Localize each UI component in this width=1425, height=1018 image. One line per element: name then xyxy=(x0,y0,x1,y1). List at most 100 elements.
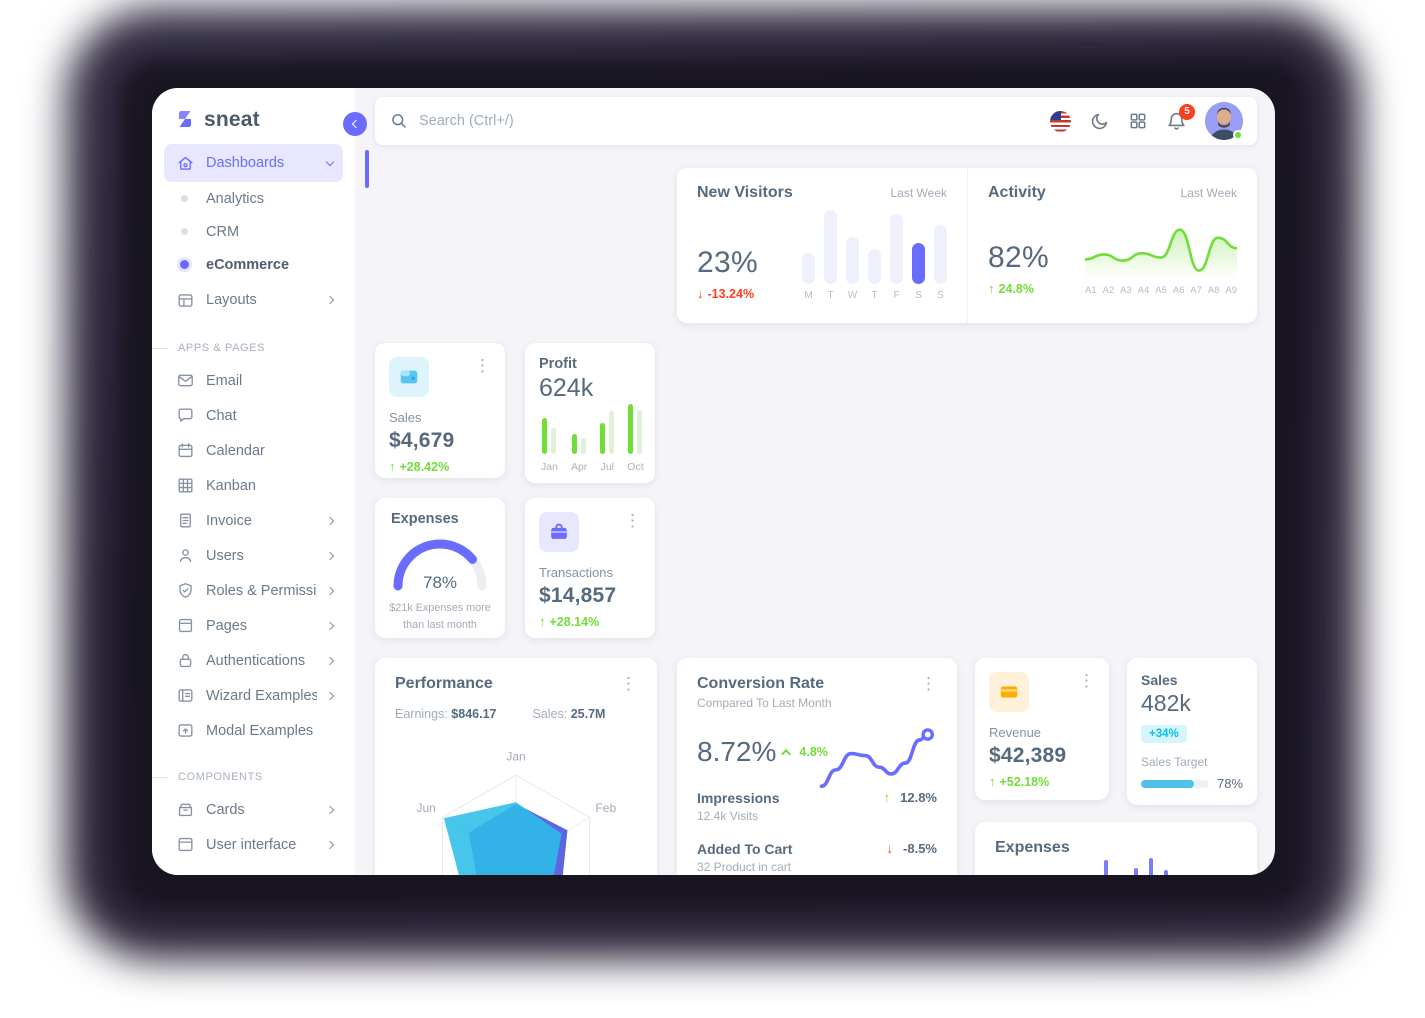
sidebar-item-users[interactable]: Users xyxy=(164,538,343,573)
layout-icon xyxy=(174,291,196,310)
more-options-icon[interactable]: ⋮ xyxy=(920,674,937,693)
notifications-bell-icon[interactable]: 5 xyxy=(1166,103,1195,132)
added-to-cart-row: Added To Cart 32 Product in cart ↓ -8.5% xyxy=(697,841,937,874)
main-content: 5 xyxy=(355,88,1275,875)
performance-card: Performance ⋮ Earnings: $846.17 Sales: 2… xyxy=(375,658,657,875)
sidebar-item-wizard-examples[interactable]: Wizard Examples xyxy=(164,678,343,713)
sidebar-item-label: Email xyxy=(206,372,243,389)
browser-window-icon xyxy=(174,835,196,854)
sales-delta: ↑ +28.42% xyxy=(389,459,450,474)
bar-group: Apr xyxy=(571,434,587,473)
period-label: Last Week xyxy=(1180,186,1237,200)
sidebar-item-authentications[interactable]: Authentications xyxy=(164,643,343,678)
sidebar-item-layouts[interactable]: Layouts xyxy=(164,281,343,319)
brand[interactable]: sneat xyxy=(152,88,355,142)
sidebar-item-email[interactable]: Email xyxy=(164,363,343,398)
revenue-delta: ↑ +52.18% xyxy=(989,774,1050,789)
row-sub: 12.4k Visits xyxy=(697,809,759,823)
kanban-grid-icon xyxy=(174,476,196,495)
sidebar-item-modal-examples[interactable]: Modal Examples xyxy=(164,713,343,748)
sidebar-item-label: Users xyxy=(206,547,244,564)
profit-value: 624k xyxy=(539,374,594,402)
top-navbar: 5 xyxy=(375,97,1257,145)
card-title: New Visitors xyxy=(697,184,793,201)
sidebar-collapse-button[interactable] xyxy=(343,112,367,136)
sidebar-item-label: Cards xyxy=(206,801,245,818)
briefcase-icon xyxy=(539,512,579,552)
gauge-value: 78% xyxy=(422,573,458,592)
shield-check-icon xyxy=(174,581,196,600)
svg-text:Feb: Feb xyxy=(595,801,616,815)
chevron-right-icon xyxy=(325,621,335,630)
sidebar-item-kanban[interactable]: Kanban xyxy=(164,468,343,503)
stat-value: $42,389 xyxy=(989,744,1067,767)
dark-mode-moon-icon[interactable] xyxy=(1089,111,1110,132)
sidebar-item-crm[interactable]: CRM xyxy=(164,215,343,248)
sales-target-progress xyxy=(1141,779,1209,788)
period-label: Last Week xyxy=(890,186,947,200)
more-options-icon[interactable]: ⋮ xyxy=(474,356,491,375)
sales-target-card: Sales 482k +34% Sales Target 78% xyxy=(1127,658,1257,805)
sidebar-item-pages[interactable]: Pages xyxy=(164,608,343,643)
sales-target-label: Sales Target xyxy=(1141,755,1208,769)
conversion-rate-card: Conversion Rate ⋮ Compared To Last Month… xyxy=(677,658,957,875)
apps-grid-icon[interactable] xyxy=(1128,111,1148,131)
avatar-photo xyxy=(1205,102,1243,140)
card-title: Profit xyxy=(539,356,577,372)
sales-target-percent: 78% xyxy=(1216,776,1243,791)
arrow-up-icon: ↑ xyxy=(989,774,996,789)
expenses-gauge-card: Expenses 78% $21k Expenses more than las… xyxy=(375,498,505,638)
search-bar[interactable] xyxy=(389,111,1050,131)
transactions-card: ⋮ Transactions $14,857 ↑ +28.14% xyxy=(525,498,655,638)
row-delta: 12.8% xyxy=(900,790,937,805)
chevron-right-icon xyxy=(325,840,335,849)
sidebar-item-label: Calendar xyxy=(206,442,265,459)
new-visitors-value: 23% xyxy=(697,246,758,279)
bar-group: Oct xyxy=(627,404,644,473)
credit-card-icon xyxy=(989,672,1029,712)
sidebar-item-ecommerce[interactable]: eCommerce xyxy=(164,248,343,281)
home-icon xyxy=(174,154,196,173)
calendar-icon xyxy=(174,441,196,460)
svg-text:Jan: Jan xyxy=(506,749,525,763)
conversion-delta: 4.8% xyxy=(799,745,828,759)
sales-stat: Sales: 25.7M xyxy=(532,707,606,721)
new-visitors-value-block: 23% ↓ -13.24% xyxy=(697,246,758,301)
activity-panel: Activity Last Week 82% ↑ 24.8% xyxy=(967,168,1257,323)
search-input[interactable] xyxy=(419,113,839,129)
sidebar-item-roles-permissions[interactable]: Roles & Permissions xyxy=(164,573,343,608)
bar-group: Jan xyxy=(541,418,558,473)
chevron-left-icon xyxy=(351,119,361,129)
sales-target-progress-fill xyxy=(1141,779,1195,788)
sidebar-item-analytics[interactable]: Analytics xyxy=(164,182,343,215)
more-options-icon[interactable]: ⋮ xyxy=(624,511,641,530)
stat-value: $14,857 xyxy=(539,584,617,607)
bar-column: T xyxy=(868,249,881,301)
sidebar-menu: Dashboards Analytics CRM eCommerce xyxy=(152,142,355,862)
more-options-icon[interactable]: ⋮ xyxy=(1078,671,1095,690)
sidebar-item-user-interface[interactable]: User interface xyxy=(164,827,343,862)
conversion-line-chart xyxy=(813,720,941,798)
user-avatar[interactable] xyxy=(1205,102,1243,140)
pages-icon xyxy=(174,616,196,635)
chevron-right-icon xyxy=(325,805,335,814)
card-subtitle: Compared To Last Month xyxy=(697,696,832,710)
chevron-right-icon xyxy=(325,691,335,700)
sidebar-item-dashboards[interactable]: Dashboards xyxy=(164,144,343,182)
invoice-icon xyxy=(174,511,196,530)
language-flag-icon[interactable] xyxy=(1050,110,1071,132)
more-options-icon[interactable]: ⋮ xyxy=(620,674,637,693)
row-label: Impressions xyxy=(697,790,780,806)
search-icon xyxy=(389,111,409,131)
online-status-dot xyxy=(1233,130,1243,140)
sidebar-item-chat[interactable]: Chat xyxy=(164,398,343,433)
sidebar-item-label: User interface xyxy=(206,836,297,853)
caret-up-icon xyxy=(781,748,792,759)
transactions-delta: ↑ +28.14% xyxy=(539,614,600,629)
wallet-icon xyxy=(389,357,429,397)
row-delta: -8.5% xyxy=(903,841,937,856)
sidebar-item-cards[interactable]: Cards xyxy=(164,792,343,827)
sidebar-item-invoice[interactable]: Invoice xyxy=(164,503,343,538)
sidebar-item-calendar[interactable]: Calendar xyxy=(164,433,343,468)
